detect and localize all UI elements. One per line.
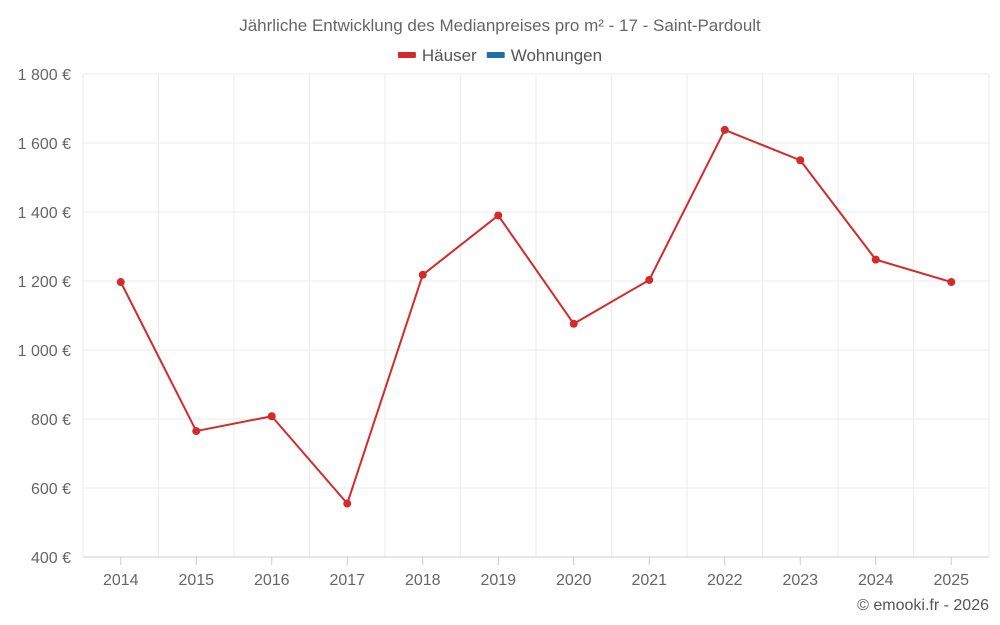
data-point[interactable] bbox=[494, 211, 503, 220]
y-tick-label: 1 600 € bbox=[18, 136, 71, 153]
y-tick-label: 400 € bbox=[31, 550, 71, 567]
data-point[interactable] bbox=[569, 319, 578, 328]
x-tick-label: 2018 bbox=[405, 572, 441, 589]
x-tick-label: 2025 bbox=[933, 572, 969, 589]
series bbox=[116, 125, 956, 508]
x-tick-label: 2020 bbox=[556, 572, 592, 589]
legend: Häuser Wohnungen bbox=[397, 46, 602, 65]
x-tick-label: 2021 bbox=[631, 572, 667, 589]
data-point[interactable] bbox=[871, 255, 880, 264]
data-point[interactable] bbox=[267, 412, 276, 421]
axes: 400 € 600 € 800 € 1 000 € 1 200 € 1 400 € 1 60… bbox=[18, 67, 989, 589]
series-line-haeuser bbox=[119, 128, 952, 505]
x-tick-label: 2022 bbox=[707, 572, 743, 589]
legend-swatch[interactable] bbox=[486, 52, 505, 58]
x-tick-label: 2014 bbox=[103, 572, 139, 589]
y-tick-label: 1 800 € bbox=[18, 67, 71, 84]
y-tick-label: 1 200 € bbox=[18, 274, 71, 291]
y-tick-label: 600 € bbox=[31, 481, 71, 498]
legend-swatch[interactable] bbox=[397, 52, 416, 58]
x-tick-label: 2019 bbox=[480, 572, 516, 589]
credit-text: © emooki.fr - 2026 bbox=[857, 597, 989, 614]
x-tick-label: 2016 bbox=[254, 572, 290, 589]
x-tick-label: 2024 bbox=[858, 572, 894, 589]
data-point[interactable] bbox=[418, 270, 427, 279]
chart-title: Jährliche Entwicklung des Medianpreises … bbox=[239, 16, 761, 35]
x-tick-label: 2017 bbox=[329, 572, 365, 589]
grid bbox=[82, 73, 990, 558]
data-point[interactable] bbox=[192, 427, 201, 436]
x-tick-label: 2023 bbox=[782, 572, 818, 589]
legend-label[interactable]: Wohnungen bbox=[511, 46, 602, 65]
data-point[interactable] bbox=[947, 278, 956, 287]
data-point[interactable] bbox=[116, 278, 125, 287]
data-point[interactable] bbox=[796, 156, 805, 165]
data-point[interactable] bbox=[645, 275, 654, 284]
x-tick-label: 2015 bbox=[178, 572, 214, 589]
y-tick-label: 800 € bbox=[31, 412, 71, 429]
y-tick-label: 1 000 € bbox=[18, 343, 71, 360]
data-point[interactable] bbox=[343, 499, 352, 508]
legend-label[interactable]: Häuser bbox=[422, 46, 477, 65]
data-point[interactable] bbox=[720, 125, 729, 134]
y-tick-label: 1 400 € bbox=[18, 205, 71, 222]
